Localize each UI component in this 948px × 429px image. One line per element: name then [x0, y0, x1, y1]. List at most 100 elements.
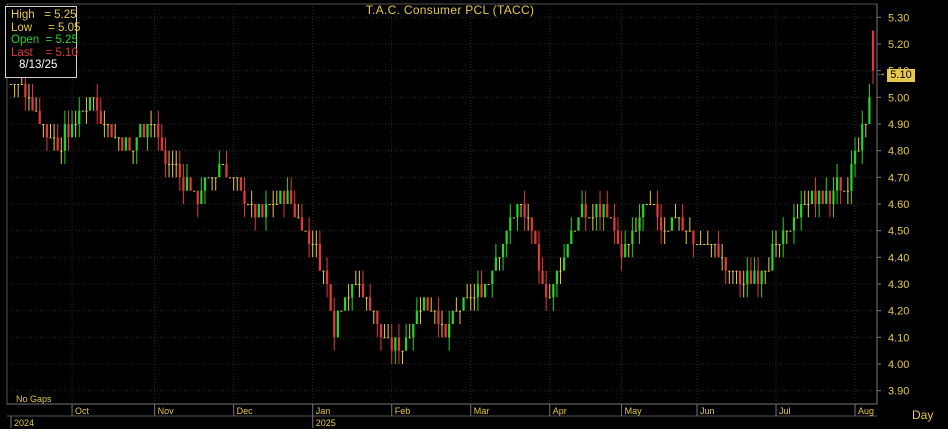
candle-body: [724, 257, 727, 271]
candle-body: [103, 124, 106, 125]
candle-body: [387, 337, 390, 339]
y-tick-label: 4.40: [888, 252, 909, 264]
candle-body: [850, 164, 853, 191]
candle-body: [437, 310, 440, 324]
y-tick-label: 4.70: [888, 172, 909, 184]
info-open-separator: =: [39, 34, 56, 46]
candle-body: [659, 217, 663, 231]
candle-body: [20, 84, 23, 85]
candle-body: [128, 137, 131, 151]
info-date: 8/13/25: [19, 59, 58, 71]
candle-body: [135, 137, 138, 151]
candle-body: [117, 137, 120, 139]
y-tick-label: 4.10: [888, 332, 909, 344]
candle-body: [638, 217, 641, 231]
candle-body: [570, 230, 573, 244]
candle-body: [67, 124, 70, 138]
x-tick-label: Oct: [75, 406, 90, 416]
candle-body: [861, 124, 864, 151]
candle-body: [498, 257, 501, 259]
candle-body: [573, 230, 577, 232]
candle-body: [167, 164, 171, 165]
candle-body: [372, 310, 375, 312]
candle-body: [207, 177, 210, 179]
candle-body: [419, 310, 422, 312]
candle-body: [63, 124, 66, 151]
candle-body: [523, 204, 526, 218]
candle-body: [322, 270, 325, 272]
candle-body: [175, 164, 178, 165]
candle-body: [818, 190, 821, 204]
candle-body: [645, 204, 648, 205]
y-tick-label: 5.00: [888, 92, 909, 104]
info-high-label: High: [11, 9, 35, 21]
candle-body: [430, 310, 433, 312]
candle-body: [577, 217, 580, 231]
candle-body: [706, 244, 709, 245]
candle-body: [185, 177, 189, 191]
x-tick-label: Apr: [553, 406, 567, 416]
candle-body: [99, 110, 102, 124]
candle-body: [602, 204, 605, 218]
candle-body: [699, 244, 702, 245]
candle-body: [214, 177, 217, 179]
candle-body: [228, 177, 232, 179]
y-tick-label: 4.20: [888, 306, 909, 318]
candle-body: [501, 244, 505, 258]
candle-body: [17, 84, 20, 85]
candle-body: [45, 124, 49, 138]
candle-body: [250, 204, 253, 205]
candle-body: [451, 310, 454, 324]
candle-body: [121, 137, 124, 151]
candle-body: [681, 217, 684, 231]
info-open-label: Open: [11, 34, 40, 46]
info-low-value: 5.05: [58, 21, 81, 34]
candle-body: [767, 270, 770, 272]
info-low-label: Low: [11, 21, 33, 34]
y-tick-label: 4.60: [888, 199, 909, 211]
candle-body: [70, 124, 74, 138]
candle-body: [807, 204, 810, 205]
candle-body: [304, 230, 307, 232]
candle-body: [710, 244, 713, 245]
candle-body: [552, 284, 555, 298]
candle-body: [300, 217, 304, 231]
candle-body: [124, 137, 128, 151]
info-last-value: 5.10: [55, 46, 78, 59]
candle-body: [692, 230, 695, 244]
x-tick-label: Mar: [474, 406, 490, 416]
x-tick-label: May: [625, 406, 643, 416]
candle-body: [81, 110, 84, 112]
candle-body: [606, 204, 609, 218]
candle-body: [548, 297, 551, 299]
candle-body: [728, 270, 731, 272]
candle-body: [347, 297, 350, 299]
candle-body: [369, 297, 372, 311]
candle-body: [325, 270, 329, 284]
candle-body: [275, 204, 278, 205]
candle-body: [379, 324, 383, 338]
candle-body: [595, 204, 598, 218]
period-selector[interactable]: Day: [912, 408, 934, 422]
info-high-separator: =: [34, 9, 55, 21]
candle-body: [290, 190, 293, 204]
candle-body: [792, 217, 796, 231]
candle-body: [760, 270, 763, 284]
candle-body: [444, 324, 447, 338]
candle-body: [624, 244, 627, 258]
candle-body: [796, 217, 799, 219]
info-low: Low = 5.05: [11, 21, 80, 35]
candle-body: [828, 190, 832, 204]
y-tick-label: 5.20: [888, 39, 909, 51]
candle-body: [221, 164, 225, 165]
candle-body: [146, 124, 149, 138]
candle-body: [487, 284, 490, 285]
candle-body: [519, 204, 523, 205]
y-tick-label: 3.90: [888, 386, 909, 398]
candle-body: [649, 204, 652, 205]
candle-body: [42, 124, 45, 125]
candle-body: [448, 324, 451, 338]
candle-body: [588, 217, 591, 219]
candle-body: [394, 337, 397, 351]
